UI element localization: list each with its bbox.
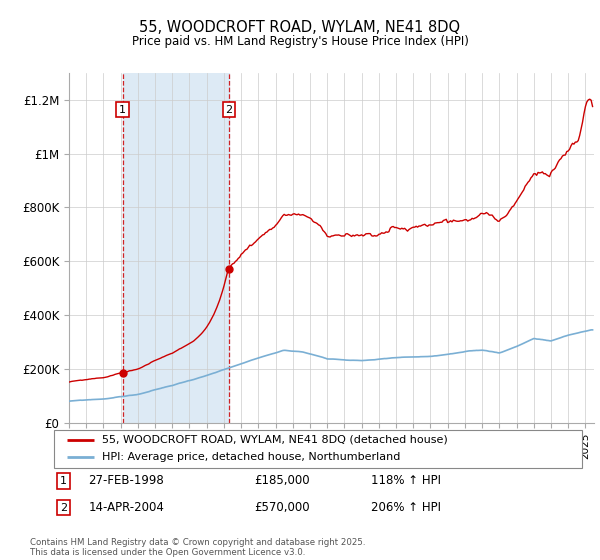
Text: £570,000: £570,000 [254,501,310,514]
Text: 55, WOODCROFT ROAD, WYLAM, NE41 8DQ: 55, WOODCROFT ROAD, WYLAM, NE41 8DQ [139,20,461,35]
Text: 2: 2 [226,105,232,115]
Text: Contains HM Land Registry data © Crown copyright and database right 2025.
This d: Contains HM Land Registry data © Crown c… [30,538,365,557]
Text: 27-FEB-1998: 27-FEB-1998 [88,474,164,487]
Text: 55, WOODCROFT ROAD, WYLAM, NE41 8DQ (detached house): 55, WOODCROFT ROAD, WYLAM, NE41 8DQ (det… [101,435,447,445]
Text: 2: 2 [60,502,67,512]
Bar [123,73,229,423]
Text: 206% ↑ HPI: 206% ↑ HPI [371,501,441,514]
Text: HPI: Average price, detached house, Northumberland: HPI: Average price, detached house, Nort… [101,452,400,463]
FancyBboxPatch shape [54,430,582,468]
Text: 14-APR-2004: 14-APR-2004 [88,501,164,514]
Text: 118% ↑ HPI: 118% ↑ HPI [371,474,441,487]
Text: 1: 1 [119,105,126,115]
Text: £185,000: £185,000 [254,474,310,487]
Text: Price paid vs. HM Land Registry's House Price Index (HPI): Price paid vs. HM Land Registry's House … [131,35,469,48]
Text: 1: 1 [60,476,67,486]
